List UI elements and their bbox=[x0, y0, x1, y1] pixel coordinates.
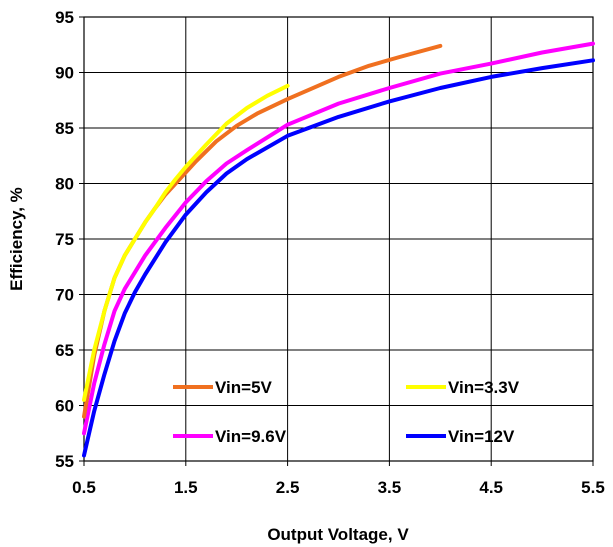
y-tick-label: 75 bbox=[55, 230, 74, 249]
y-tick-label: 65 bbox=[55, 341, 74, 360]
x-tick-label: 1.5 bbox=[174, 478, 198, 497]
legend-label-vin-3-3v: Vin=3.3V bbox=[448, 378, 520, 397]
x-tick-label: 3.5 bbox=[378, 478, 402, 497]
legend-label-vin-12v: Vin=12V bbox=[448, 427, 515, 446]
y-tick-label: 70 bbox=[55, 286, 74, 305]
y-tick-label: 55 bbox=[55, 452, 74, 471]
y-axis-title: Efficiency, % bbox=[7, 187, 26, 291]
x-tick-label: 5.5 bbox=[581, 478, 605, 497]
y-axis: 55 60 65 70 75 80 85 90 95 bbox=[55, 8, 84, 471]
legend-label-vin-5v: Vin=5V bbox=[215, 378, 273, 397]
series-line-vin-3-3v bbox=[82, 83, 290, 402]
series-lines bbox=[82, 41, 595, 458]
x-axis-title: Output Voltage, V bbox=[267, 525, 409, 544]
y-tick-label: 60 bbox=[55, 397, 74, 416]
x-tick-label: 4.5 bbox=[479, 478, 503, 497]
x-tick-label: 0.5 bbox=[72, 478, 96, 497]
y-tick-label: 80 bbox=[55, 175, 74, 194]
series-line-vin-9-6v bbox=[82, 41, 595, 436]
legend: Vin=5V Vin=3.3V Vin=9.6V Vin=12V bbox=[173, 378, 520, 446]
series-line-vin-12v bbox=[82, 58, 595, 458]
y-tick-label: 85 bbox=[55, 119, 74, 138]
x-tick-label: 2.5 bbox=[276, 478, 300, 497]
y-tick-label: 95 bbox=[55, 8, 74, 27]
y-tick-label: 90 bbox=[55, 64, 74, 83]
x-axis: 0.5 1.5 2.5 3.5 4.5 5.5 bbox=[72, 461, 605, 497]
legend-label-vin-9-6v: Vin=9.6V bbox=[215, 427, 287, 446]
